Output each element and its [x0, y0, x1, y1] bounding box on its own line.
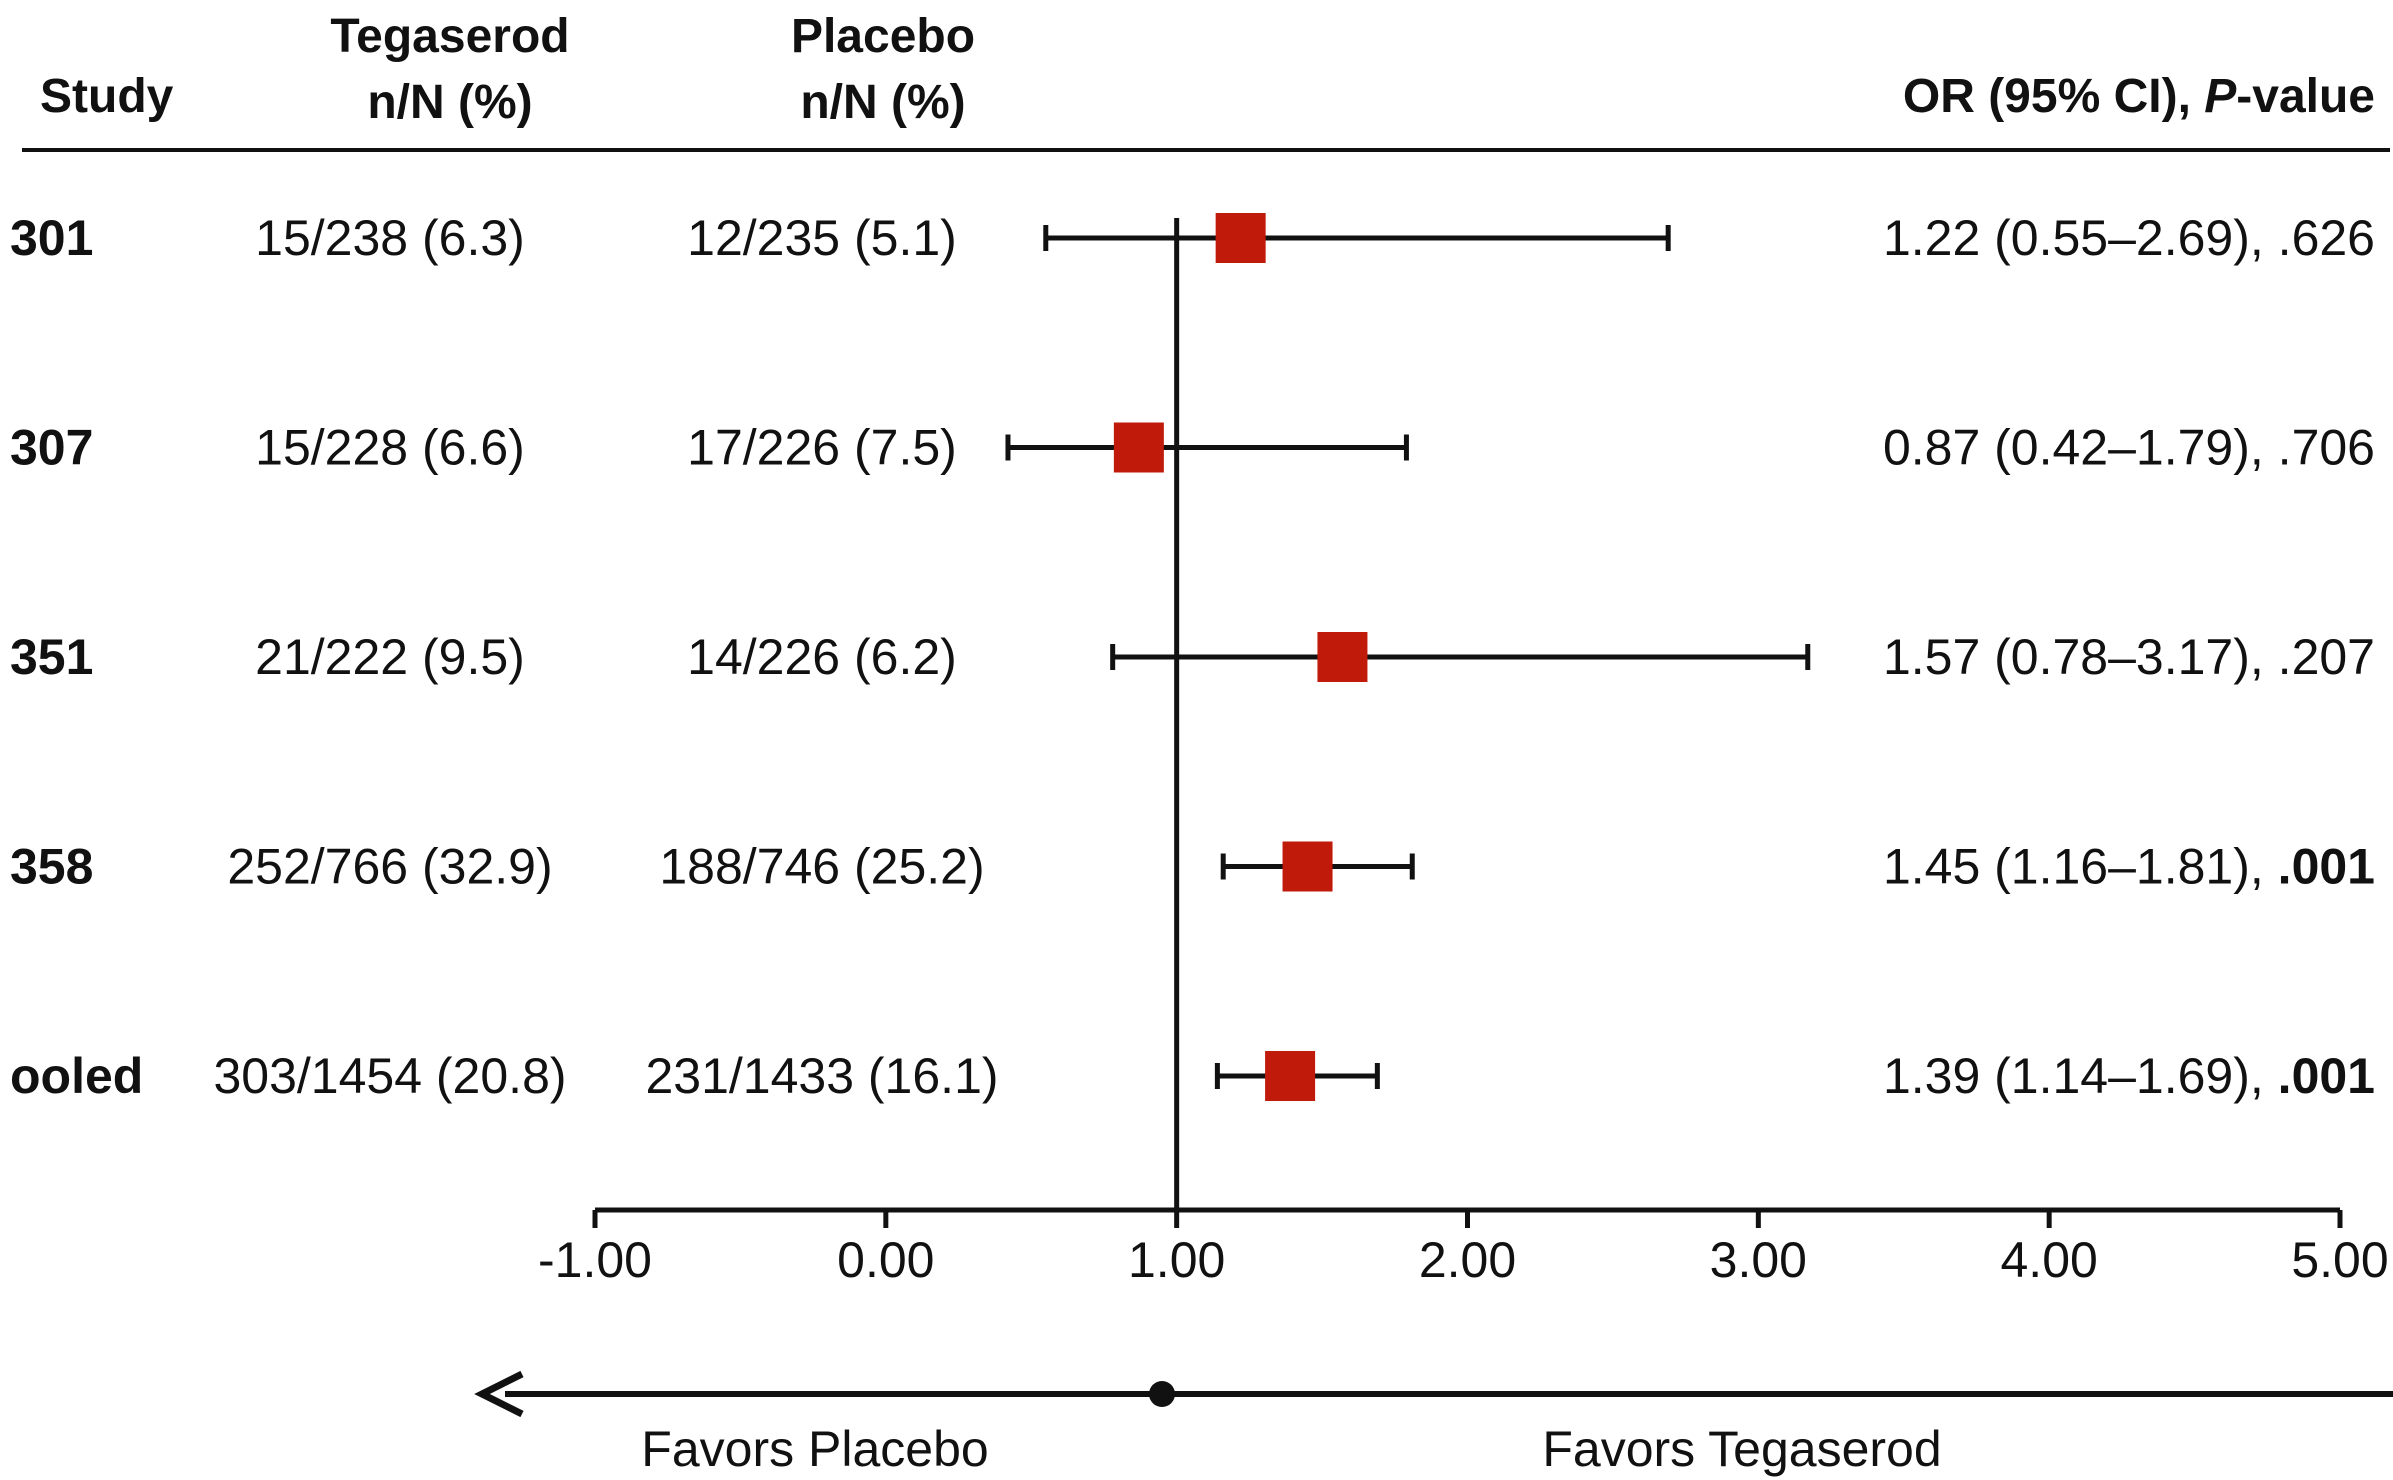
or-marker [1113, 422, 1164, 473]
or-ci-value: 1.22 (0.55–2.69), .626 [1883, 210, 2375, 266]
favors-footer: Favors Placebo Favors Tegaserod [474, 1370, 2393, 1477]
or-ci-text: 1.22 (0.55–2.69), [1883, 210, 2278, 266]
p-value: .001 [2278, 839, 2375, 895]
table-header: Study Tegaserod n/N (%) Placebo n/N (%) … [22, 10, 2390, 152]
p-value: .001 [2278, 1048, 2375, 1104]
favors-dot-icon [1149, 1381, 1175, 1407]
or-ci-value: 1.39 (1.14–1.69), .001 [1883, 1048, 2375, 1104]
x-axis: -1.00 0.00 1.00 2.00 3.00 4.00 5.00 [538, 1207, 2389, 1288]
or-ci-text: 0.87 (0.42–1.79), [1883, 420, 2278, 476]
x-tick-label: 3.00 [1710, 1232, 1807, 1288]
favors-tegaserod-label: Favors Tegaserod [1542, 1421, 1941, 1477]
or-marker [1282, 841, 1333, 892]
x-tick-label: 0.00 [837, 1232, 934, 1288]
x-tick-label: 4.00 [2001, 1232, 2098, 1288]
header-tegaserod-line2: n/N (%) [367, 76, 532, 129]
x-tick-label: 1.00 [1128, 1232, 1225, 1288]
tegaserod-value: 15/228 (6.6) [255, 420, 525, 476]
or-marker [1265, 1051, 1316, 1101]
favors-arrow-head-icon [474, 1370, 524, 1418]
study-label: 301 [10, 210, 93, 266]
x-tick-label: -1.00 [538, 1232, 652, 1288]
placebo-value: 17/226 (7.5) [687, 420, 957, 476]
table-row: 358 252/766 (32.9) 188/746 (25.2) 1.45 (1.1… [10, 839, 2375, 895]
study-label: 358 [10, 839, 93, 895]
table-row: 307 15/228 (6.6) 17/226 (7.5) 0.87 (0.42–1.… [10, 420, 2375, 476]
study-rows: 301 15/238 (6.3) 12/235 (5.1) 1.22 (0.55–2.… [10, 210, 2375, 1210]
header-or: OR (95% CI), P-value [1903, 70, 2375, 123]
header-tegaserod-line1: Tegaserod [330, 10, 569, 63]
x-tick-label: 2.00 [1419, 1232, 1516, 1288]
tegaserod-value: 15/238 (6.3) [255, 210, 525, 266]
or-ci-value: 1.57 (0.78–3.17), .207 [1883, 629, 2375, 685]
p-value: .207 [2278, 629, 2375, 685]
x-tick-label: 5.00 [2291, 1232, 2388, 1288]
or-ci-text: 1.45 (1.16–1.81), [1883, 839, 2278, 895]
placebo-value: 231/1433 (16.1) [645, 1048, 998, 1104]
table-row: 351 21/222 (9.5) 14/226 (6.2) 1.57 (0.78–3.… [10, 629, 2375, 685]
table-row: ooled 303/1454 (20.8) 231/1433 (16.1) 1.39 … [10, 1048, 2375, 1104]
table-row: 301 15/238 (6.3) 12/235 (5.1) 1.22 (0.55–2.… [10, 210, 2375, 266]
header-placebo-line2: n/N (%) [800, 76, 965, 129]
or-ci-text: 1.57 (0.78–3.17), [1883, 629, 2278, 685]
placebo-value: 12/235 (5.1) [687, 210, 957, 266]
favors-placebo-label: Favors Placebo [641, 1421, 988, 1477]
or-ci-value: 0.87 (0.42–1.79), .706 [1883, 420, 2375, 476]
or-ci-value: 1.45 (1.16–1.81), .001 [1883, 839, 2375, 895]
study-label: 351 [10, 629, 93, 685]
p-value: .626 [2278, 210, 2375, 266]
header-placebo-line1: Placebo [791, 10, 975, 63]
placebo-value: 14/226 (6.2) [687, 629, 957, 685]
placebo-value: 188/746 (25.2) [659, 839, 984, 895]
or-marker [1215, 213, 1266, 263]
study-label: 307 [10, 420, 93, 476]
tegaserod-value: 21/222 (9.5) [255, 629, 525, 685]
or-ci-text: 1.39 (1.14–1.69), [1883, 1048, 2278, 1104]
p-value: .706 [2278, 420, 2375, 476]
tegaserod-value: 252/766 (32.9) [227, 839, 552, 895]
study-label: ooled [10, 1048, 143, 1104]
header-study: Study [40, 70, 174, 123]
or-marker [1317, 632, 1368, 682]
tegaserod-value: 303/1454 (20.8) [213, 1048, 566, 1104]
